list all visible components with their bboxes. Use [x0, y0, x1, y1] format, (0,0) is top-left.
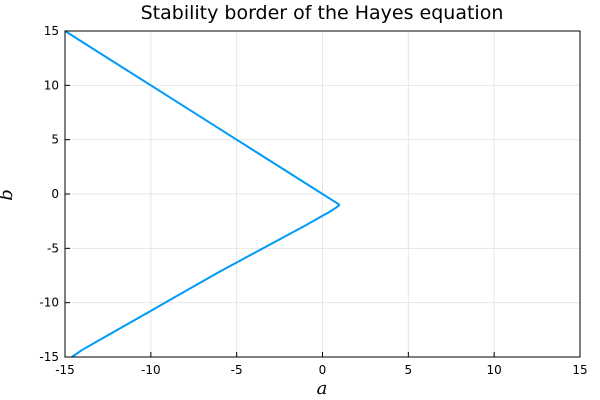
x-tick-label: 5 — [405, 363, 413, 377]
y-axis-ticks: -15 -10 -5 0 5 10 15 — [39, 24, 70, 364]
y-axis-label: b — [0, 189, 17, 201]
y-tick-label: -5 — [47, 241, 59, 255]
y-tick-label: 15 — [44, 24, 59, 38]
y-tick-label: 10 — [44, 78, 59, 92]
x-tick-label: 0 — [319, 363, 327, 377]
x-tick-label: 15 — [572, 363, 587, 377]
y-tick-label: 5 — [51, 133, 59, 147]
x-tick-label: 10 — [487, 363, 502, 377]
chart-title: Stability border of the Hayes equation — [141, 2, 504, 24]
y-tick-label: -10 — [39, 296, 59, 310]
x-tick-label: -5 — [231, 363, 243, 377]
x-tick-label: -15 — [55, 363, 75, 377]
y-tick-label: 0 — [51, 187, 59, 201]
series-line-1 — [64, 30, 341, 206]
x-tick-label: -10 — [141, 363, 161, 377]
x-axis-ticks: -15 -10 -5 0 5 10 15 — [55, 352, 588, 377]
series-layer — [64, 30, 341, 358]
series-line-2 — [71, 204, 341, 358]
y-tick-label: -15 — [39, 350, 59, 364]
x-axis-label: a — [317, 378, 328, 399]
